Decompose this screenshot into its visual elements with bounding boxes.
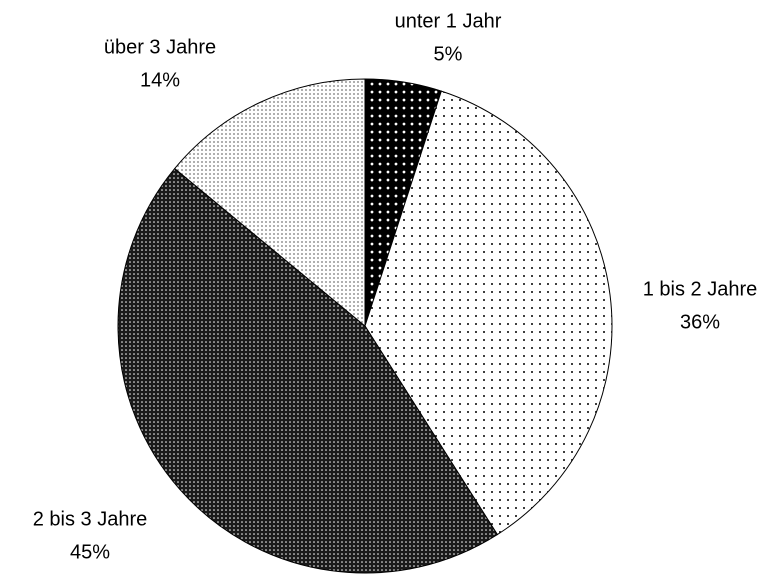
slice-value-label: 14% (140, 69, 180, 91)
slice-value-label: 45% (70, 541, 110, 563)
pie-slice (364, 90, 613, 536)
slice-value-label: 5% (434, 43, 463, 65)
pie-slice (117, 167, 499, 574)
slice-label: über 3 Jahre (104, 36, 216, 58)
slice-label: 1 bis 2 Jahre (643, 278, 758, 300)
pie-slice (173, 78, 366, 328)
slice-value-label: 36% (680, 311, 720, 333)
slice-label: 2 bis 3 Jahre (33, 508, 148, 530)
slice-label: unter 1 Jahr (395, 10, 502, 32)
